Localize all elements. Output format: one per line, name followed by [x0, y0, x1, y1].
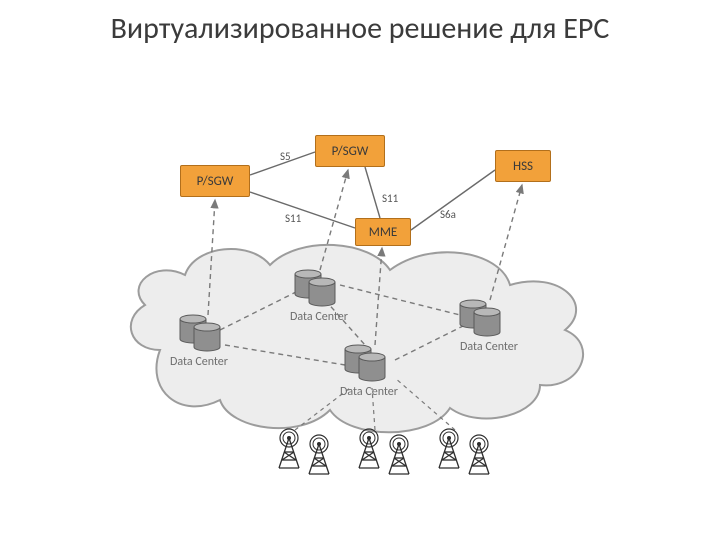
cylinder-icon: [309, 278, 335, 308]
slide: Виртуализированное решение для EPC S11S1…: [0, 0, 720, 540]
antenna-tower-icon: [275, 430, 303, 470]
node-mme: MME: [355, 218, 411, 246]
cylinder-icon: [359, 353, 385, 383]
node-hss: HSS: [495, 150, 551, 182]
antenna-tower-icon: [465, 436, 493, 476]
cylinder-icon: [474, 308, 500, 338]
epc-diagram: S11 S11 S5 S6a P/SGW P/SGW HSS MME Data Center Da…: [120, 120, 600, 520]
datacenter-label-dc1: Data Center: [170, 355, 228, 369]
slide-title: Виртуализированное решение для EPC: [0, 12, 720, 47]
antenna-tower-icon: [355, 430, 383, 470]
antenna-tower-icon: [305, 436, 333, 476]
link-label-mme-hss: S6a: [440, 208, 456, 221]
node-psgw1: P/SGW: [180, 165, 250, 197]
link-label-psgw1-mme: S11: [285, 212, 301, 225]
datacenter-label-dc4: Data Center: [460, 340, 518, 354]
link-label-psgw2-mme: S11: [382, 192, 398, 205]
cylinder-icon: [194, 323, 220, 353]
datacenter-label-dc3: Data Center: [340, 385, 398, 399]
datacenter-label-dc2: Data Center: [290, 310, 348, 324]
antenna-tower-icon: [435, 430, 463, 470]
antenna-tower-icon: [385, 436, 413, 476]
node-psgw2: P/SGW: [315, 135, 385, 167]
link-label-psgw1-psgw2: S5: [280, 150, 291, 163]
